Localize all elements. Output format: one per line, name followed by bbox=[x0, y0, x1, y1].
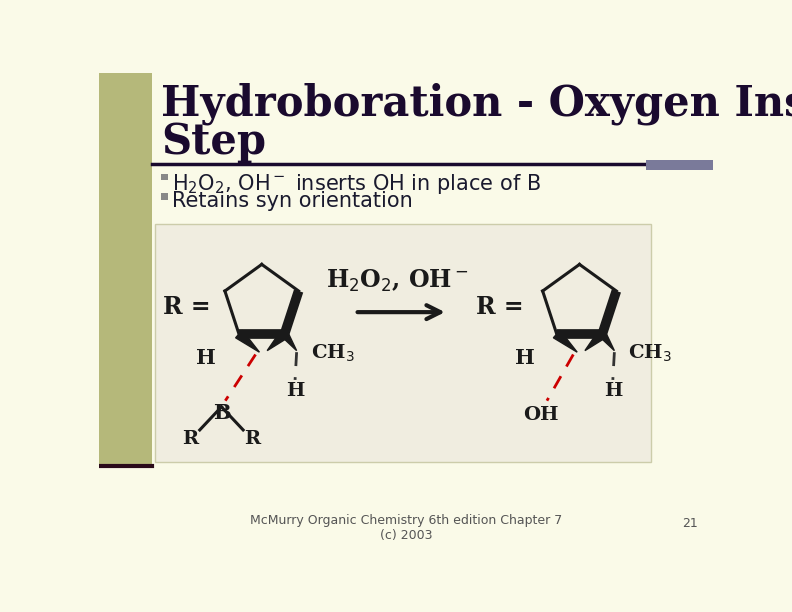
Text: H: H bbox=[516, 348, 535, 368]
Text: McMurry Organic Chemistry 6th edition Chapter 7
(c) 2003: McMurry Organic Chemistry 6th edition Ch… bbox=[249, 513, 562, 542]
Text: R =: R = bbox=[476, 295, 524, 319]
Text: R =: R = bbox=[162, 295, 210, 319]
Polygon shape bbox=[99, 73, 152, 466]
Text: CH$_3$: CH$_3$ bbox=[310, 343, 354, 364]
Text: H$_2$O$_2$, OH$^-$ inserts OH in place of B: H$_2$O$_2$, OH$^-$ inserts OH in place o… bbox=[172, 172, 541, 196]
Text: CH$_3$: CH$_3$ bbox=[628, 343, 672, 364]
Text: 21: 21 bbox=[682, 517, 698, 531]
Polygon shape bbox=[554, 330, 577, 352]
Text: B: B bbox=[212, 403, 230, 423]
Text: Retains syn orientation: Retains syn orientation bbox=[172, 191, 413, 211]
Text: H: H bbox=[196, 348, 216, 368]
Bar bbox=[161, 174, 168, 181]
Bar bbox=[161, 193, 168, 200]
Bar bbox=[154, 223, 651, 462]
Polygon shape bbox=[599, 332, 615, 351]
Polygon shape bbox=[235, 330, 260, 352]
Text: H: H bbox=[286, 382, 304, 400]
Text: R: R bbox=[245, 430, 261, 448]
Text: R: R bbox=[182, 430, 199, 448]
Text: OH: OH bbox=[523, 406, 558, 424]
Text: Hydroboration - Oxygen Insertion: Hydroboration - Oxygen Insertion bbox=[161, 83, 792, 125]
Polygon shape bbox=[585, 330, 606, 351]
Text: H$_2$O$_2$, OH$^-$: H$_2$O$_2$, OH$^-$ bbox=[326, 268, 469, 294]
Text: Step: Step bbox=[161, 121, 266, 163]
Polygon shape bbox=[281, 332, 297, 351]
Bar bbox=[646, 160, 713, 170]
Polygon shape bbox=[267, 330, 288, 351]
Text: H: H bbox=[604, 382, 622, 400]
